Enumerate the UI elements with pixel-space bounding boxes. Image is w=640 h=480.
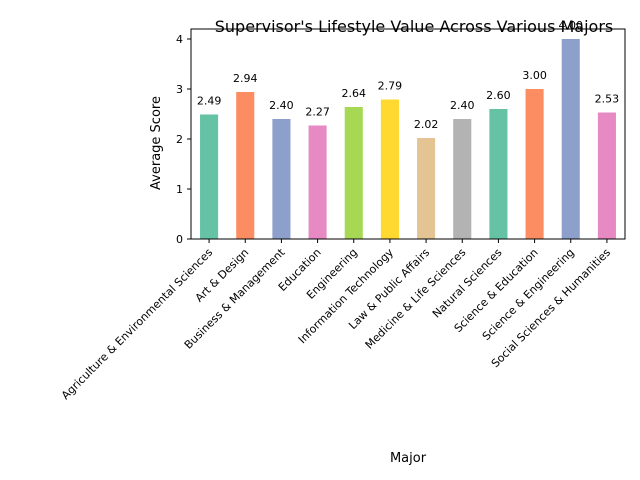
data-label: 2.53 [595,93,620,106]
bar [489,109,508,239]
bar [561,39,580,239]
chart-title: Supervisor's Lifestyle Value Across Vari… [215,17,614,36]
data-label: 2.02 [414,118,439,131]
bar [380,99,399,239]
y-tick-label: 3 [176,83,183,96]
y-axis-label: Average Score [149,96,164,190]
bar [453,119,472,239]
plot-frame [190,28,626,240]
data-label: 4.00 [559,19,584,32]
data-label: 2.60 [486,89,511,102]
bar [236,92,255,239]
bar [417,138,436,239]
bar [308,125,327,239]
data-label: 2.27 [305,106,330,119]
data-label: 2.40 [450,99,475,112]
data-label: 2.94 [233,72,258,85]
bar [200,114,219,239]
data-label: 3.00 [522,69,547,82]
x-tick-label: Agriculture & Environmental Sciences [59,246,215,402]
data-label: 2.64 [342,87,367,100]
y-tick-label: 0 [176,233,183,246]
data-label: 2.49 [197,95,222,108]
plot-area: 2.49 2.94 2.40 2.27 2.64 2.79 2.02 2.40 2.60 3.00… [59,19,626,402]
bar [525,89,544,239]
y-tick-label: 1 [176,183,183,196]
data-label: 2.79 [378,80,403,93]
bar [272,119,291,239]
data-label: 2.40 [269,99,294,112]
y-tick-label: 2 [176,133,183,146]
x-axis-label: Major [390,451,427,466]
bar [597,112,616,239]
y-tick-label: 4 [176,33,183,46]
bar [344,107,363,239]
